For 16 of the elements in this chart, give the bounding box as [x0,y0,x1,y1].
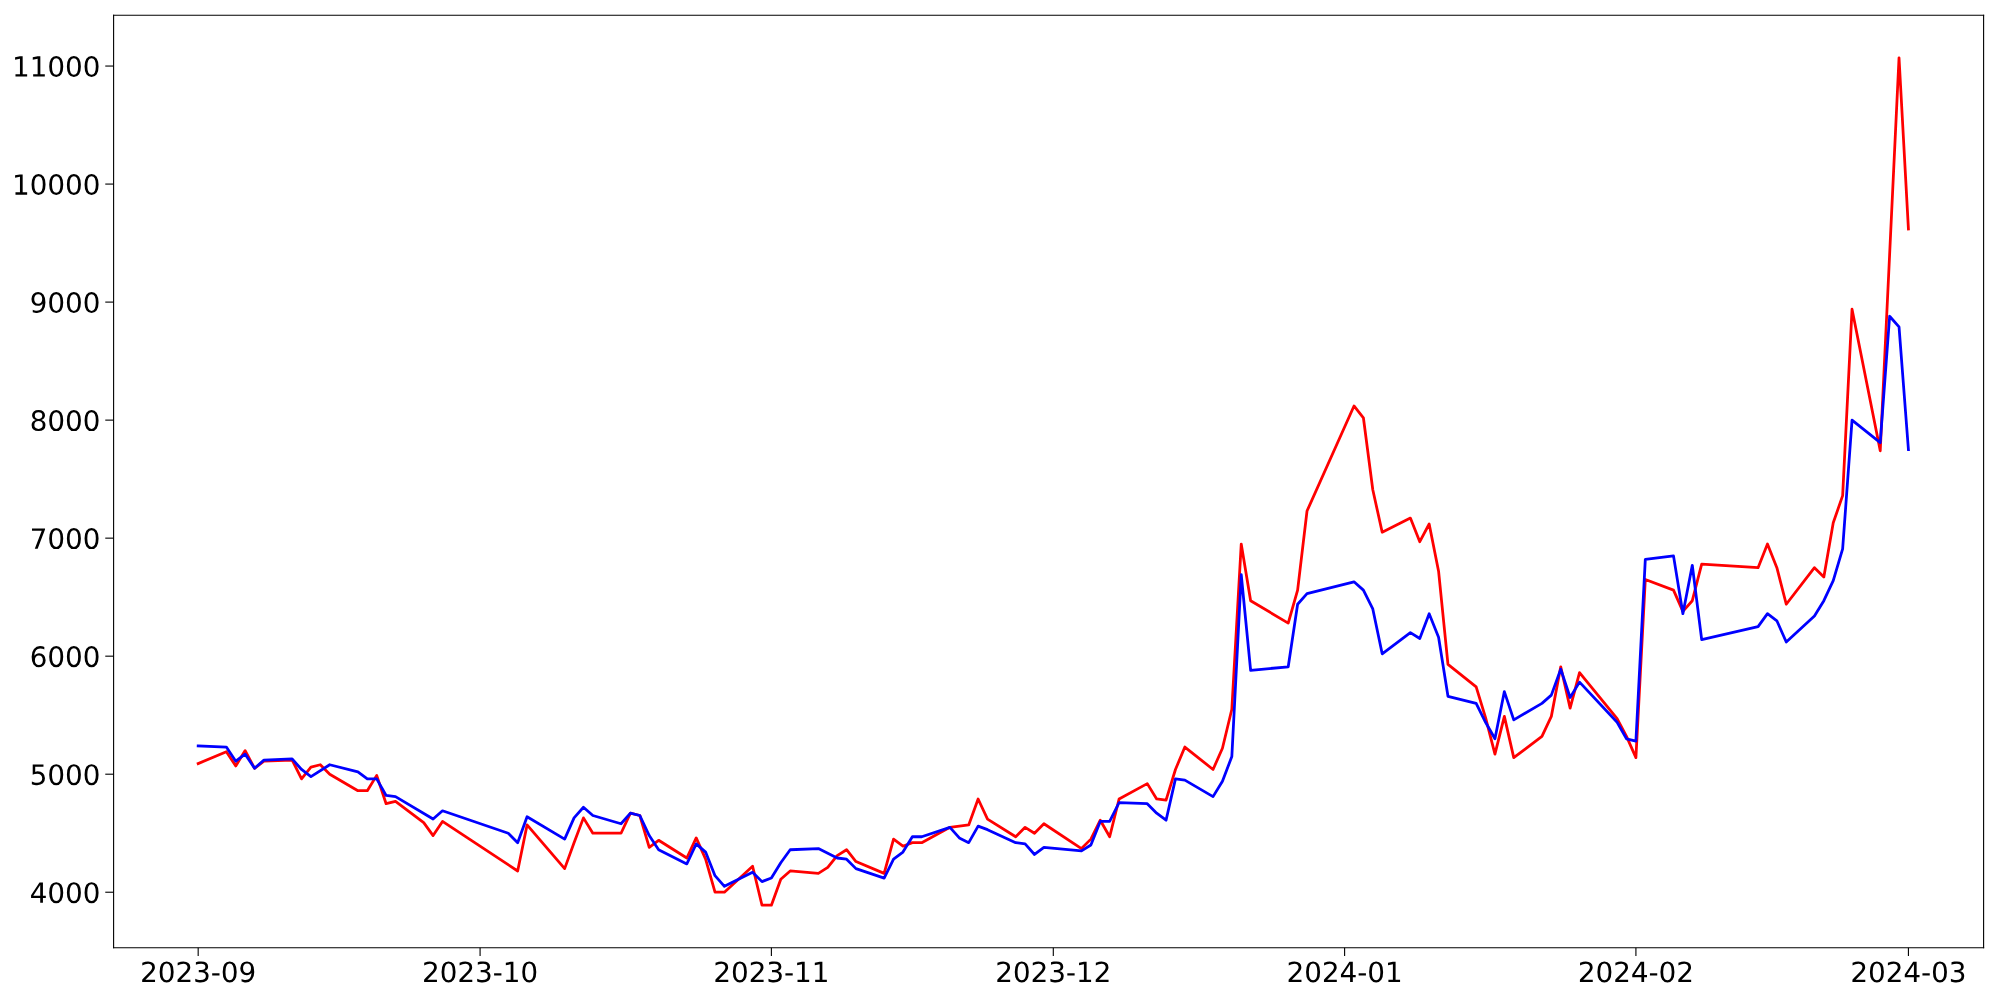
y-tick-label: 6000 [31,646,99,668]
x-tick-label: 2024-03 [1852,961,1965,983]
x-tick-label: 2023-10 [424,961,537,983]
y-tick-label: 8000 [31,410,99,432]
y-tick-label: 7000 [31,528,99,550]
x-tick-label: 2023-11 [715,961,827,983]
y-tick-label: 5000 [31,764,99,786]
y-tick-label: 10000 [15,174,99,196]
x-tick-label: 2024-02 [1579,961,1692,983]
x-tick-label: 2023-09 [142,961,255,983]
y-tick-label: 11000 [15,55,99,77]
x-tick-label: 2023-12 [997,961,1109,983]
line-series [196,314,1910,888]
x-tick-label: 2024-01 [1288,961,1401,983]
y-tick-label: 9000 [31,292,99,314]
y-tick-label: 4000 [31,882,99,904]
